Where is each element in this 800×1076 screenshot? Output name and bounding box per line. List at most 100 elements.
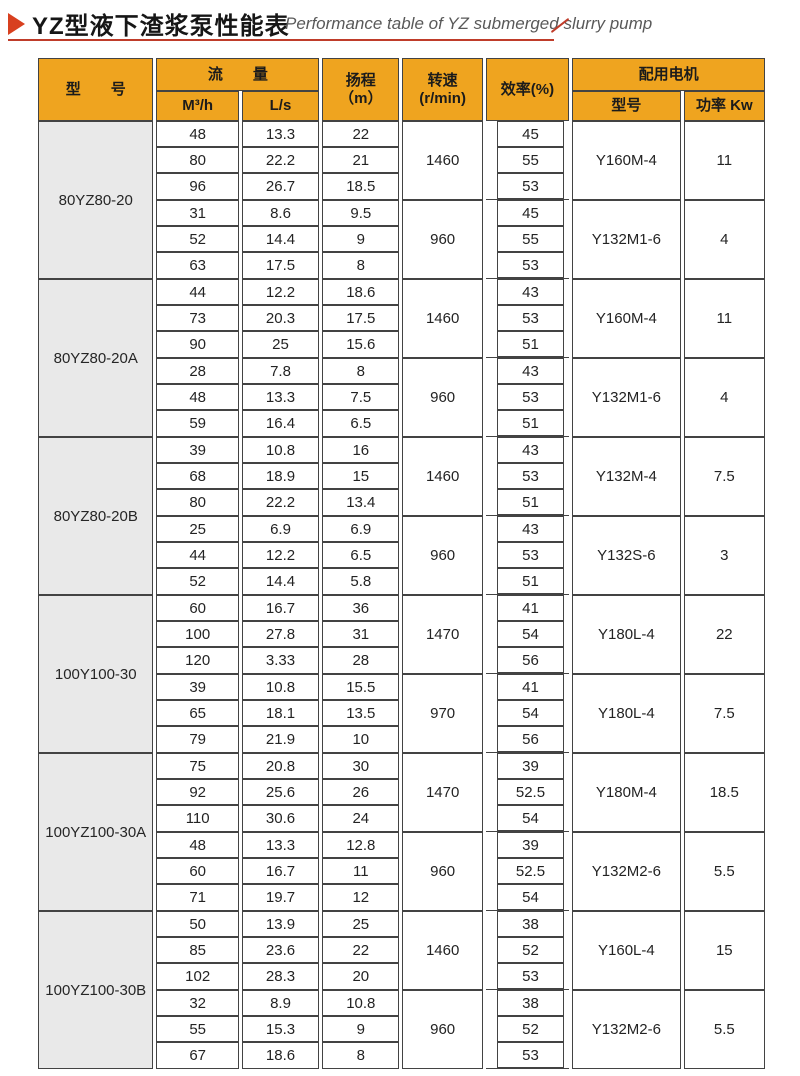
cell-head: 15 (322, 463, 400, 489)
header-speed-line1: 转速 (427, 71, 458, 89)
cell-efficiency: 53 (485, 1042, 570, 1069)
cell-flow-ls: 12.2 (241, 279, 320, 305)
cell-flow-ls: 8.9 (241, 990, 320, 1016)
cell-head: 28 (322, 647, 400, 674)
cell-head: 9 (322, 1016, 400, 1042)
cell-flow-m3h: 79 (156, 726, 239, 753)
pump-performance-table: 型 号 流 量 扬程 （m） 转速 (r/min) 效率(%) 配用电机 M³/… (35, 58, 768, 1069)
table-row: 59 16.4 6.5 51 (38, 410, 765, 437)
cell-flow-m3h: 80 (156, 489, 239, 516)
cell-flow-m3h: 67 (156, 1042, 239, 1069)
cell-motor-power: 11 (683, 279, 765, 358)
cell-efficiency: 54 (485, 884, 570, 911)
cell-flow-ls: 20.8 (241, 753, 320, 779)
cell-flow-m3h: 60 (156, 595, 239, 621)
cell-flow-m3h: 92 (156, 779, 239, 805)
cell-efficiency: 52.5 (486, 858, 569, 884)
cell-efficiency: 39 (486, 832, 569, 858)
efficiency-box: 38 (496, 911, 565, 937)
cell-motor-power: 7.5 (683, 674, 765, 753)
cell-efficiency: 54 (486, 700, 569, 726)
efficiency-box: 43 (496, 358, 565, 384)
cell-flow-m3h: 120 (156, 647, 239, 674)
cell-head: 6.9 (322, 516, 400, 542)
cell-efficiency: 56 (485, 647, 570, 674)
cell-flow-m3h: 50 (156, 911, 239, 937)
table-row: 92 25.6 26 52.5 (38, 779, 765, 805)
efficiency-box: 56 (496, 726, 565, 752)
cell-head: 26 (322, 779, 400, 805)
cell-flow-ls: 22.2 (241, 489, 320, 516)
efficiency-box: 39 (496, 753, 565, 779)
cell-efficiency: 43 (486, 516, 569, 542)
cell-head: 30 (322, 753, 400, 779)
cell-flow-m3h: 71 (156, 884, 239, 911)
efficiency-box: 53 (496, 963, 565, 989)
cell-speed: 1470 (402, 753, 483, 832)
table-row: 100 27.8 31 54 (38, 621, 765, 647)
table-row: 120 3.33 28 56 (38, 647, 765, 674)
efficiency-box: 51 (496, 489, 565, 515)
cell-flow-ls: 15.3 (241, 1016, 320, 1042)
cell-motor-model: Y132M2-6 (572, 990, 681, 1069)
cell-efficiency: 51 (485, 410, 570, 437)
cell-head: 25 (322, 911, 400, 937)
cell-motor-power: 3 (683, 516, 765, 595)
cell-flow-m3h: 25 (156, 516, 239, 542)
efficiency-box: 53 (496, 1042, 565, 1068)
efficiency-box: 51 (496, 331, 565, 357)
cell-efficiency: 53 (486, 305, 569, 331)
cell-head: 15.5 (322, 674, 400, 700)
cell-flow-ls: 25 (241, 331, 320, 358)
table-row: 85 23.6 22 52 (38, 937, 765, 963)
table-row: 60 16.7 11 52.5 (38, 858, 765, 884)
cell-pump-model: 80YZ80-20B (38, 437, 154, 595)
red-arrow-icon (8, 13, 25, 35)
header-speed: 转速 (r/min) (402, 58, 483, 121)
cell-efficiency: 43 (486, 358, 569, 384)
cell-head: 18.6 (322, 279, 400, 305)
efficiency-box: 51 (496, 568, 565, 594)
efficiency-box: 52 (496, 1016, 565, 1042)
efficiency-box: 54 (496, 621, 565, 647)
cell-head: 6.5 (322, 410, 400, 437)
cell-motor-model: Y180M-4 (572, 753, 681, 832)
table-row: 48 13.3 7.5 53 (38, 384, 765, 410)
cell-flow-ls: 7.8 (241, 358, 320, 384)
cell-head: 8 (322, 358, 400, 384)
cell-head: 13.5 (322, 700, 400, 726)
cell-flow-ls: 10.8 (241, 674, 320, 700)
cell-head: 20 (322, 963, 400, 990)
efficiency-box: 43 (496, 279, 565, 305)
page-header: YZ型液下渣浆泵性能表 Performance table of YZ subm… (0, 0, 800, 58)
cell-head: 16 (322, 437, 400, 463)
cell-flow-m3h: 55 (156, 1016, 239, 1042)
page-title: YZ型液下渣浆泵性能表 (32, 13, 290, 40)
cell-flow-m3h: 100 (156, 621, 239, 647)
efficiency-box: 55 (496, 226, 565, 252)
cell-motor-power: 5.5 (683, 832, 765, 911)
table-row: 63 17.5 8 53 (38, 252, 765, 279)
cell-speed: 1460 (402, 911, 483, 990)
cell-head: 8 (322, 1042, 400, 1069)
cell-efficiency: 53 (485, 173, 570, 200)
cell-head: 7.5 (322, 384, 400, 410)
table-row: 44 12.2 6.5 53 (38, 542, 765, 568)
cell-pump-model: 100YZ100-30A (38, 753, 154, 911)
cell-motor-model: Y132M-4 (572, 437, 681, 516)
cell-motor-model: Y160M-4 (572, 121, 681, 200)
page-subtitle: Performance table of YZ submerged slurry… (285, 14, 653, 33)
table-row: 28 7.8 8 960 43 Y132M1-6 4 (38, 358, 765, 437)
cell-head: 8 (322, 252, 400, 279)
cell-efficiency: 54 (486, 621, 569, 647)
efficiency-box: 41 (496, 595, 565, 621)
efficiency-box: 54 (496, 884, 565, 910)
header-row-1: 型 号 流 量 扬程 （m） 转速 (r/min) 效率(%) 配用电机 (38, 58, 765, 121)
cell-head: 11 (322, 858, 400, 884)
pump-table-body: 80YZ80-20 48 13.3 22 1460 45 Y160M-4 11 80 22.2 21… (38, 121, 765, 1069)
cell-head: 31 (322, 621, 400, 647)
cell-efficiency: 38 (486, 990, 569, 1016)
table-row: 71 19.7 12 54 (38, 884, 765, 911)
cell-head: 9 (322, 226, 400, 252)
efficiency-box: 51 (496, 410, 565, 436)
